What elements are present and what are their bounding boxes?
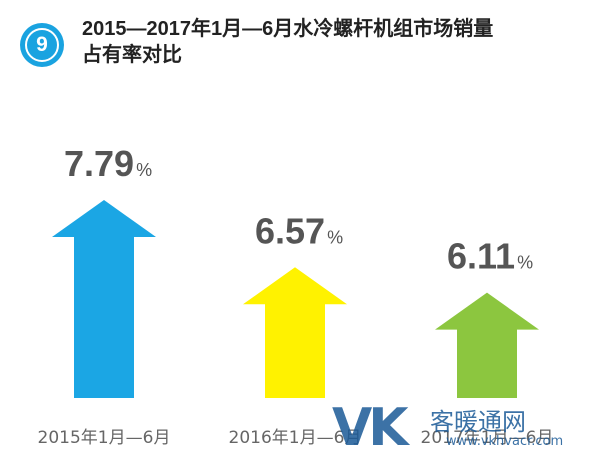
- value-unit-1: %: [136, 160, 152, 180]
- category-label-3: 2017年1月—6月: [421, 428, 554, 448]
- badge-number: 9: [25, 28, 59, 62]
- value-unit-2: %: [327, 227, 343, 247]
- chart-title-line2: 占有率对比: [82, 44, 182, 66]
- arrow-bar-3: [435, 292, 539, 398]
- value-unit-3: %: [517, 253, 533, 273]
- watermark-name-text: 暖通网: [454, 408, 526, 436]
- value-label-1: 7.79%: [64, 143, 152, 184]
- watermark-name: 客暖通网: [430, 408, 526, 436]
- category-label-2: 2016年1月—6月: [229, 428, 362, 448]
- chart-title: 2015—2017年1月—6月水冷螺杆机组市场销量 占有率对比: [82, 16, 582, 68]
- category-label-1: 2015年1月—6月: [38, 428, 171, 448]
- value-label-2: 6.57%: [255, 210, 343, 251]
- arrow-bar-1: [52, 200, 156, 398]
- watermark-url: www.vkhvacr.com: [446, 434, 564, 449]
- value-label-3: 6.11%: [447, 236, 533, 277]
- arrow-bar-2: [243, 267, 347, 398]
- chart-title-line1: 2015—2017年1月—6月水冷螺杆机组市场销量: [82, 18, 494, 40]
- number-badge: 9: [20, 23, 64, 67]
- watermark-logo: VK: [332, 398, 409, 458]
